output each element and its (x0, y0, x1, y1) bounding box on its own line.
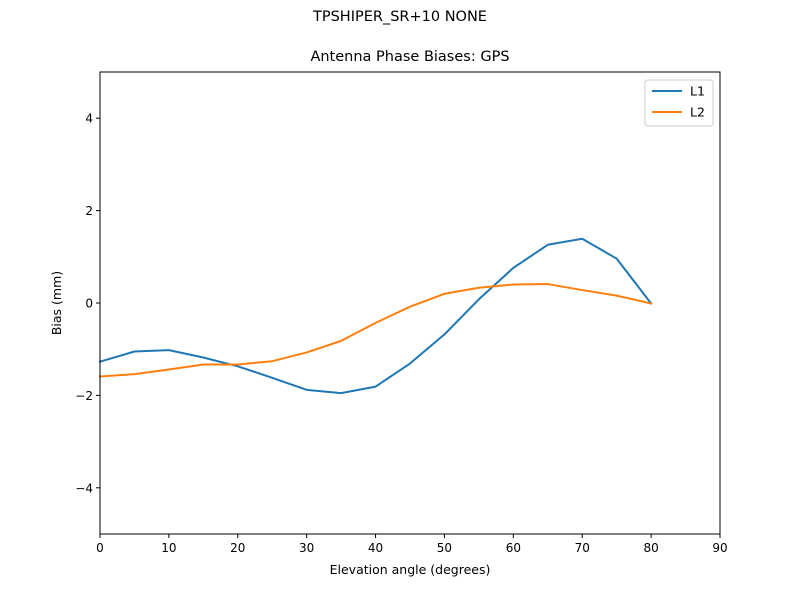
x-tick-label: 10 (161, 541, 176, 555)
y-tick-label: 2 (85, 204, 93, 218)
x-tick-label: 90 (712, 541, 727, 555)
figure-suptitle: TPSHIPER_SR+10 NONE (313, 9, 487, 25)
y-axis-ticks: 4 2 0 −2 −4 (75, 112, 100, 495)
plot-frame (99, 71, 721, 535)
series-line-l2 (98, 283, 653, 378)
y-tick-label: 0 (85, 297, 93, 311)
x-tick-label: 30 (299, 541, 314, 555)
legend: L1 L2 (644, 79, 714, 127)
x-tick-label: 40 (368, 541, 383, 555)
legend-label-l1: L1 (690, 84, 705, 99)
x-tick-label: 0 (96, 541, 104, 555)
series-lines (98, 237, 653, 395)
x-tick-label: 20 (230, 541, 245, 555)
x-axis-label: Elevation angle (degrees) (330, 562, 491, 577)
series-line-l1 (98, 237, 653, 395)
chart-title: Antenna Phase Biases: GPS (310, 49, 510, 65)
legend-label-l2: L2 (690, 105, 705, 120)
x-tick-label: 60 (506, 541, 521, 555)
x-tick-label: 70 (575, 541, 590, 555)
x-tick-label: 50 (437, 541, 452, 555)
y-tick-label: −4 (75, 481, 93, 495)
x-axis-ticks: 0 10 20 30 40 50 60 70 80 90 (96, 534, 728, 555)
y-axis-label: Bias (mm) (49, 271, 64, 335)
x-tick-label: 80 (643, 541, 658, 555)
y-tick-label: 4 (85, 112, 93, 126)
y-tick-label: −2 (75, 389, 93, 403)
